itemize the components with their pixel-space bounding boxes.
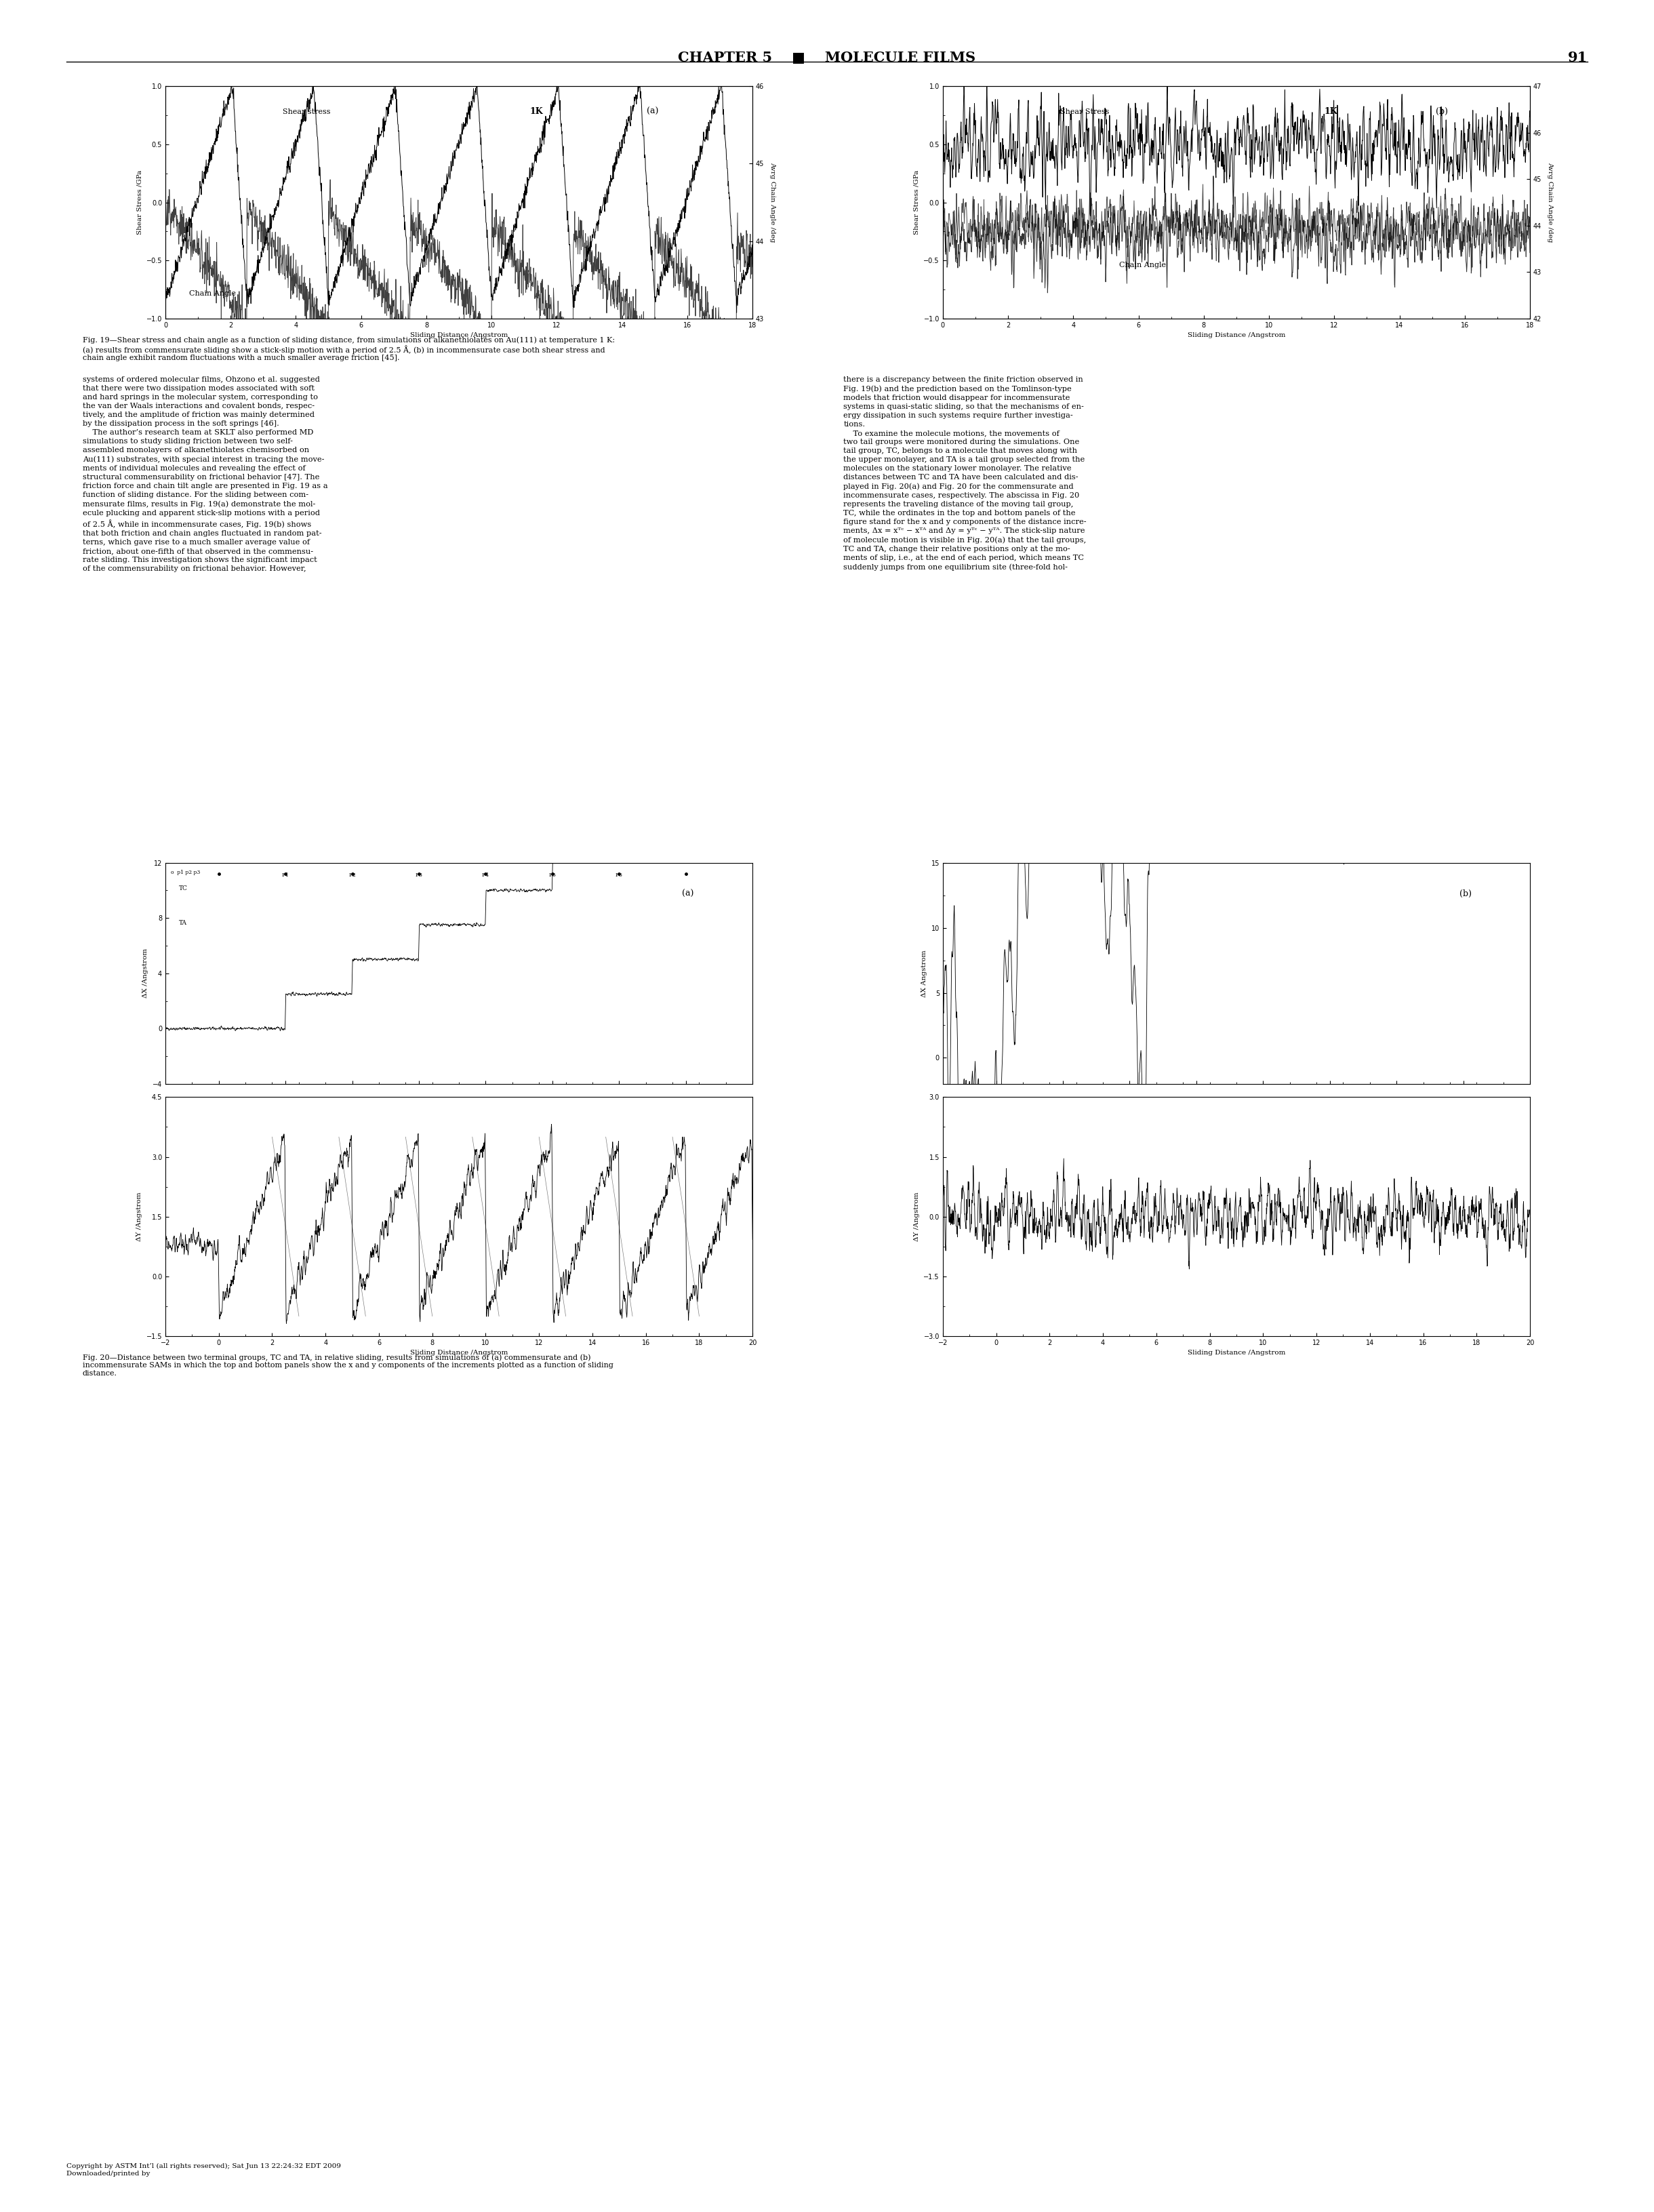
- Text: TA: TA: [179, 920, 187, 927]
- Y-axis label: Shear Stress /GPa: Shear Stress /GPa: [913, 170, 920, 234]
- Y-axis label: ΔY /Angstrom: ΔY /Angstrom: [913, 1192, 920, 1241]
- Y-axis label: ΔY /Angstrom: ΔY /Angstrom: [136, 1192, 142, 1241]
- Text: TC: TC: [179, 885, 187, 891]
- Y-axis label: Avrg Chain Angle /deg: Avrg Chain Angle /deg: [769, 161, 776, 243]
- Text: (b): (b): [1436, 108, 1449, 117]
- Text: Fig. 20—Distance between two terminal groups, TC and TA, in relative sliding, re: Fig. 20—Distance between two terminal gr…: [83, 1354, 614, 1376]
- Text: P5: P5: [549, 872, 556, 878]
- Text: 91: 91: [1568, 51, 1588, 64]
- Y-axis label: Avrg Chain Angle /deg: Avrg Chain Angle /deg: [1546, 161, 1553, 243]
- Text: Chain Angle: Chain Angle: [189, 290, 235, 296]
- Text: P1: P1: [281, 872, 289, 878]
- X-axis label: Sliding Distance /Angstrom: Sliding Distance /Angstrom: [1188, 1349, 1285, 1356]
- Text: (a): (a): [681, 889, 695, 898]
- Text: Fig. 19—Shear stress and chain angle as a function of sliding distance, from sim: Fig. 19—Shear stress and chain angle as …: [83, 336, 615, 361]
- X-axis label: Sliding Distance /Angstrom: Sliding Distance /Angstrom: [410, 332, 508, 338]
- X-axis label: Sliding Distance /Angstrom: Sliding Distance /Angstrom: [1188, 332, 1285, 338]
- Text: (b): (b): [1459, 889, 1472, 898]
- Text: P2: P2: [349, 872, 356, 878]
- Text: Shear stress: Shear stress: [283, 108, 331, 115]
- Text: P3: P3: [415, 872, 423, 878]
- Text: there is a discrepancy between the finite friction observed in
Fig. 19(b) and th: there is a discrepancy between the finit…: [844, 376, 1087, 571]
- Text: o  p1 p2 p3: o p1 p2 p3: [170, 869, 200, 876]
- X-axis label: Sliding Distance /Angstrom: Sliding Distance /Angstrom: [410, 1349, 508, 1356]
- Text: Copyright by ASTM Int’l (all rights reserved); Sat Jun 13 22:24:32 EDT 2009
Down: Copyright by ASTM Int’l (all rights rese…: [66, 2163, 341, 2177]
- Text: CHAPTER 5    ■    MOLECULE FILMS: CHAPTER 5 ■ MOLECULE FILMS: [678, 51, 976, 64]
- Text: P6: P6: [615, 872, 624, 878]
- Y-axis label: ΔX /Angstrom: ΔX /Angstrom: [142, 949, 149, 998]
- Text: 1K: 1K: [1325, 108, 1338, 117]
- Text: Shear Stress: Shear Stress: [1060, 108, 1110, 115]
- Text: (a): (a): [647, 108, 658, 117]
- Text: 1K: 1K: [529, 108, 543, 117]
- Y-axis label: ΔX Angstrom: ΔX Angstrom: [921, 949, 928, 998]
- Text: Chain Angle: Chain Angle: [1118, 261, 1166, 270]
- Y-axis label: Shear Stress /GPa: Shear Stress /GPa: [136, 170, 142, 234]
- Text: systems of ordered molecular films, Ohzono et al. suggested
that there were two : systems of ordered molecular films, Ohzo…: [83, 376, 327, 573]
- Text: P4: P4: [481, 872, 490, 878]
